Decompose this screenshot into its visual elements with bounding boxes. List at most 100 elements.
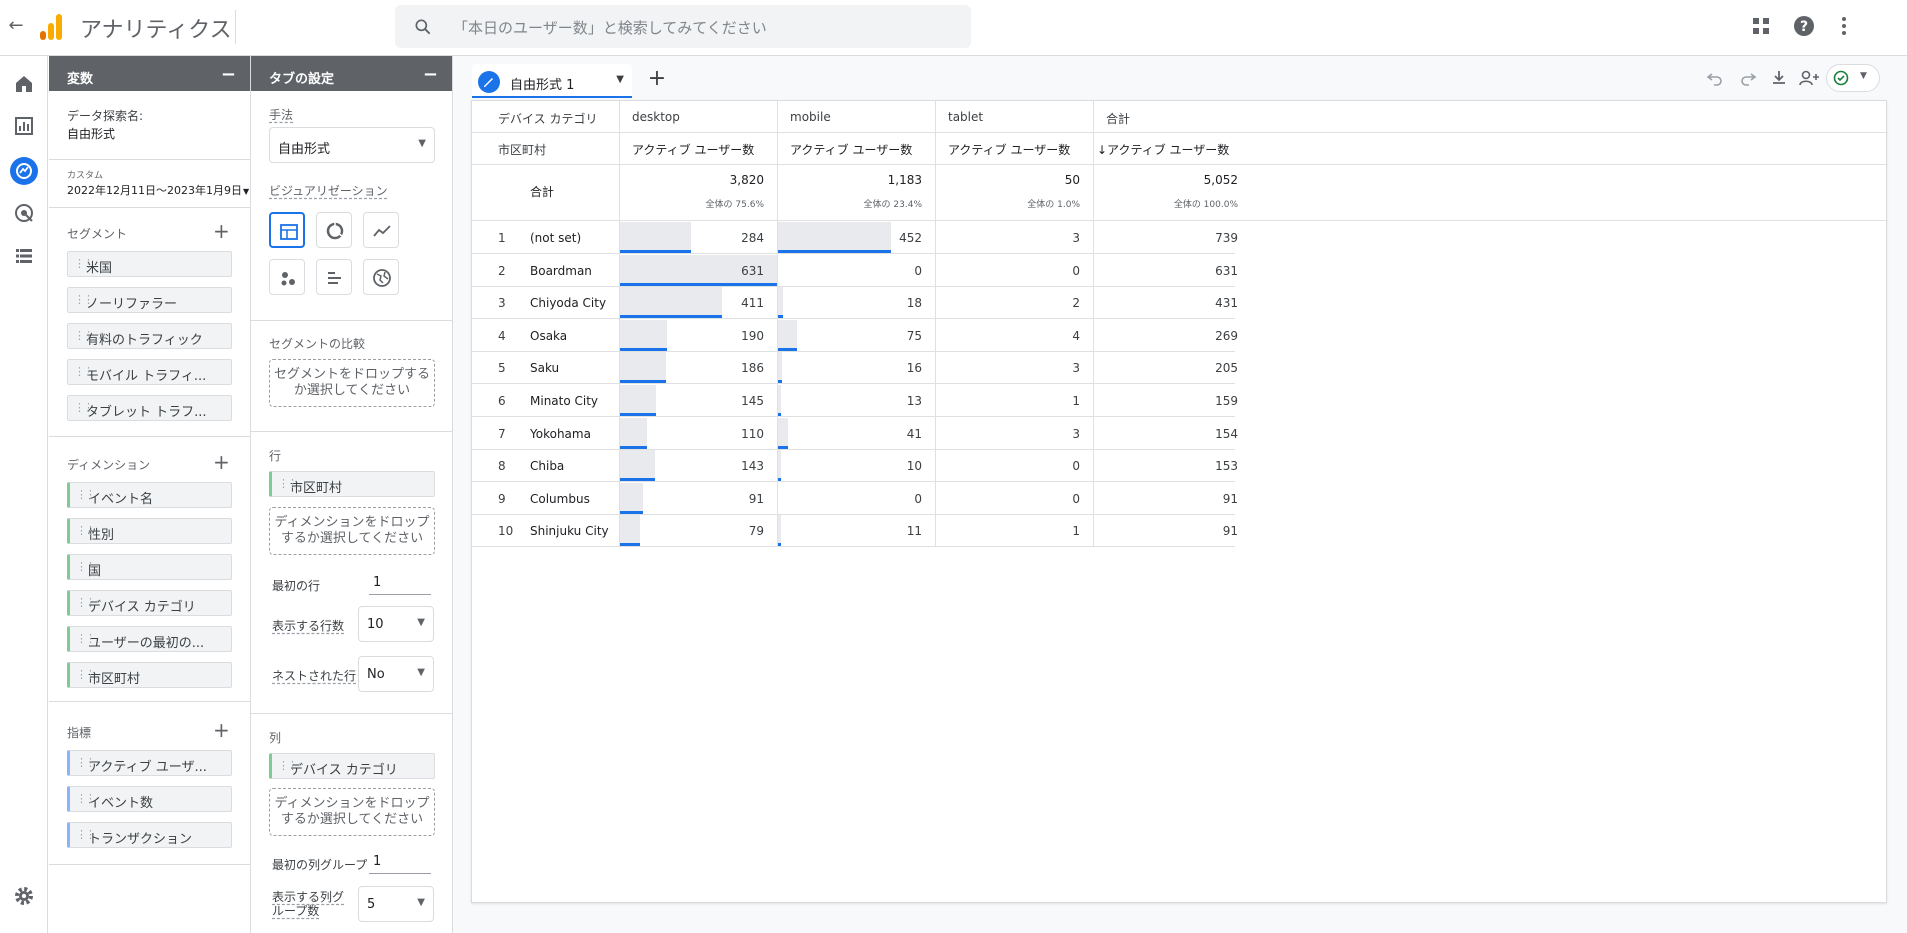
explore-icon[interactable] (9, 156, 39, 186)
settings-gear-icon[interactable] (12, 884, 36, 908)
row-city-name: Boardman (530, 264, 592, 278)
table-row-divider (472, 514, 1235, 515)
dimension-chip[interactable]: ⋮⋮ 市区町村 (67, 662, 232, 688)
nested-rows-select[interactable]: No ▼ (358, 656, 434, 692)
add-segment-button[interactable]: + (213, 219, 230, 243)
add-metric-button[interactable]: + (213, 718, 230, 742)
divider (49, 159, 250, 160)
dimension-chip[interactable]: ⋮⋮ イベント名 (67, 482, 232, 508)
viz-bar-button[interactable] (316, 259, 352, 295)
drag-handle-icon: ⋮⋮ (74, 365, 94, 378)
row-index: 1 (498, 231, 506, 245)
drag-handle-icon: ⋮⋮ (76, 668, 96, 681)
date-range-picker[interactable]: 2022年12月11日～2023年1月9日▼ (67, 182, 249, 198)
segment-chip[interactable]: ⋮⋮ タブレット トラフ... (67, 395, 232, 421)
technique-select[interactable]: 自由形式 ▼ (269, 127, 435, 163)
exploration-name-value[interactable]: 自由形式 (67, 127, 116, 141)
column-dimension-chip[interactable]: ⋮⋮ デバイス カテゴリ (269, 753, 435, 779)
redo-icon[interactable] (1738, 68, 1758, 88)
segment-chip[interactable]: ⋮⋮ ノーリファラー (67, 287, 232, 313)
col-groups-shown-select[interactable]: 5 ▼ (358, 886, 434, 922)
table-column-divider (1093, 101, 1094, 546)
desktop-bar (620, 255, 777, 286)
metric-chip[interactable]: ⋮⋮ アクティブ ユーザ... (67, 750, 232, 776)
first-row-input[interactable]: 1 (369, 575, 431, 595)
segment-dropzone[interactable]: セグメントをドロップするか選択してください (269, 359, 435, 407)
undo-icon[interactable] (1705, 68, 1725, 88)
row-total-value: 154 (1215, 427, 1238, 441)
dimension-chip[interactable]: ⋮⋮ 国 (67, 554, 232, 580)
desktop-bar-line (620, 283, 777, 286)
saved-status-button[interactable]: ▼ (1826, 64, 1880, 92)
row-index: 5 (498, 361, 506, 375)
dimension-chip[interactable]: ⋮⋮ デバイス カテゴリ (67, 590, 232, 616)
row-index: 4 (498, 329, 506, 343)
row-total-value: 431 (1215, 296, 1238, 310)
segment-chip[interactable]: ⋮⋮ 有料のトラフィック (67, 323, 232, 349)
globe-icon (373, 269, 391, 287)
collapse-tab-settings-button[interactable]: − (422, 64, 438, 85)
first-col-group-input[interactable]: 1 (369, 854, 431, 874)
reports-icon[interactable] (12, 114, 36, 138)
exploration-name-label: データ探索名: (67, 109, 144, 123)
viz-donut-button[interactable] (316, 212, 352, 248)
add-dimension-button[interactable]: + (213, 450, 230, 474)
row-total-value: 269 (1215, 329, 1238, 343)
column-dimension-dropzone[interactable]: ディメンションをドロップするか選択してください (269, 788, 435, 836)
viz-table-button[interactable] (269, 212, 305, 248)
technique-value: 自由形式 (278, 142, 331, 157)
row-dimension-dropzone[interactable]: ディメンションをドロップするか選択してください (269, 507, 435, 555)
viz-line-button[interactable] (363, 212, 399, 248)
total-percent: 全体の 23.4% (863, 200, 922, 210)
row-dimension-label: 市区町村 (290, 481, 343, 496)
viz-geo-button[interactable] (363, 259, 399, 295)
dimension-chip-label: 国 (88, 564, 102, 579)
drag-handle-icon: ⋮⋮ (76, 560, 96, 573)
row-tablet-value: 2 (1072, 296, 1080, 310)
viz-scatter-button[interactable] (269, 259, 305, 295)
caret-down-icon: ▼ (417, 667, 425, 678)
configure-list-icon[interactable] (12, 244, 36, 268)
mobile-bar-line (778, 380, 782, 383)
search-input[interactable]: 「本日のユーザー数」と検索してみてください (395, 5, 971, 48)
segment-chip[interactable]: ⋮⋮ 米国 (67, 251, 232, 277)
row-total-value: 153 (1215, 459, 1238, 473)
row-city-name: Columbus (530, 492, 590, 506)
metric-header[interactable]: ↓アクティブ ユーザー数 (1097, 143, 1230, 157)
tab-menu-caret-icon[interactable]: ▼ (616, 74, 624, 85)
row-dimension-chip[interactable]: ⋮⋮ 市区町村 (269, 471, 435, 497)
variables-panel-header: 変数 − (49, 56, 250, 91)
mobile-bar-line (778, 348, 797, 351)
rows-shown-select[interactable]: 10 ▼ (358, 606, 434, 642)
metric-chip[interactable]: ⋮⋮ トランザクション (67, 822, 232, 848)
row-tablet-value: 3 (1072, 427, 1080, 441)
total-percent: 全体の 100.0% (1173, 200, 1238, 210)
divider (49, 701, 250, 702)
mobile-bar (778, 385, 781, 416)
column-dimension-label: デバイス カテゴリ (290, 763, 398, 778)
row-mobile-value: 75 (906, 329, 922, 343)
dimension-chip[interactable]: ⋮⋮ 性別 (67, 518, 232, 544)
advertising-icon[interactable] (12, 201, 36, 225)
share-users-icon[interactable] (1798, 68, 1822, 88)
row-index: 6 (498, 394, 506, 408)
help-icon[interactable]: ? (1792, 14, 1816, 38)
drag-handle-icon: ⋮⋮ (74, 401, 94, 414)
collapse-variables-button[interactable]: − (220, 64, 236, 85)
drag-handle-icon: ⋮⋮ (278, 477, 298, 490)
more-vert-icon[interactable] (1832, 14, 1856, 38)
apps-grid-icon[interactable] (1749, 14, 1773, 38)
column-dimension-header: デバイス カテゴリ (498, 112, 598, 126)
desktop-bar (620, 418, 647, 449)
home-icon[interactable] (12, 72, 36, 96)
metric-chip-label: アクティブ ユーザ... (88, 760, 207, 775)
back-arrow-icon[interactable]: ← (8, 15, 24, 36)
download-icon[interactable] (1769, 68, 1789, 88)
dimension-chip[interactable]: ⋮⋮ ユーザーの最初の... (67, 626, 232, 652)
add-tab-button[interactable]: + (647, 66, 667, 91)
segment-chip[interactable]: ⋮⋮ モバイル トラフィ... (67, 359, 232, 385)
metric-chip[interactable]: ⋮⋮ イベント数 (67, 786, 232, 812)
tab-freeform-1[interactable]: 自由形式 1 ▼ (472, 64, 632, 98)
table-row-divider (472, 416, 1235, 417)
desktop-bar-line (620, 250, 691, 253)
